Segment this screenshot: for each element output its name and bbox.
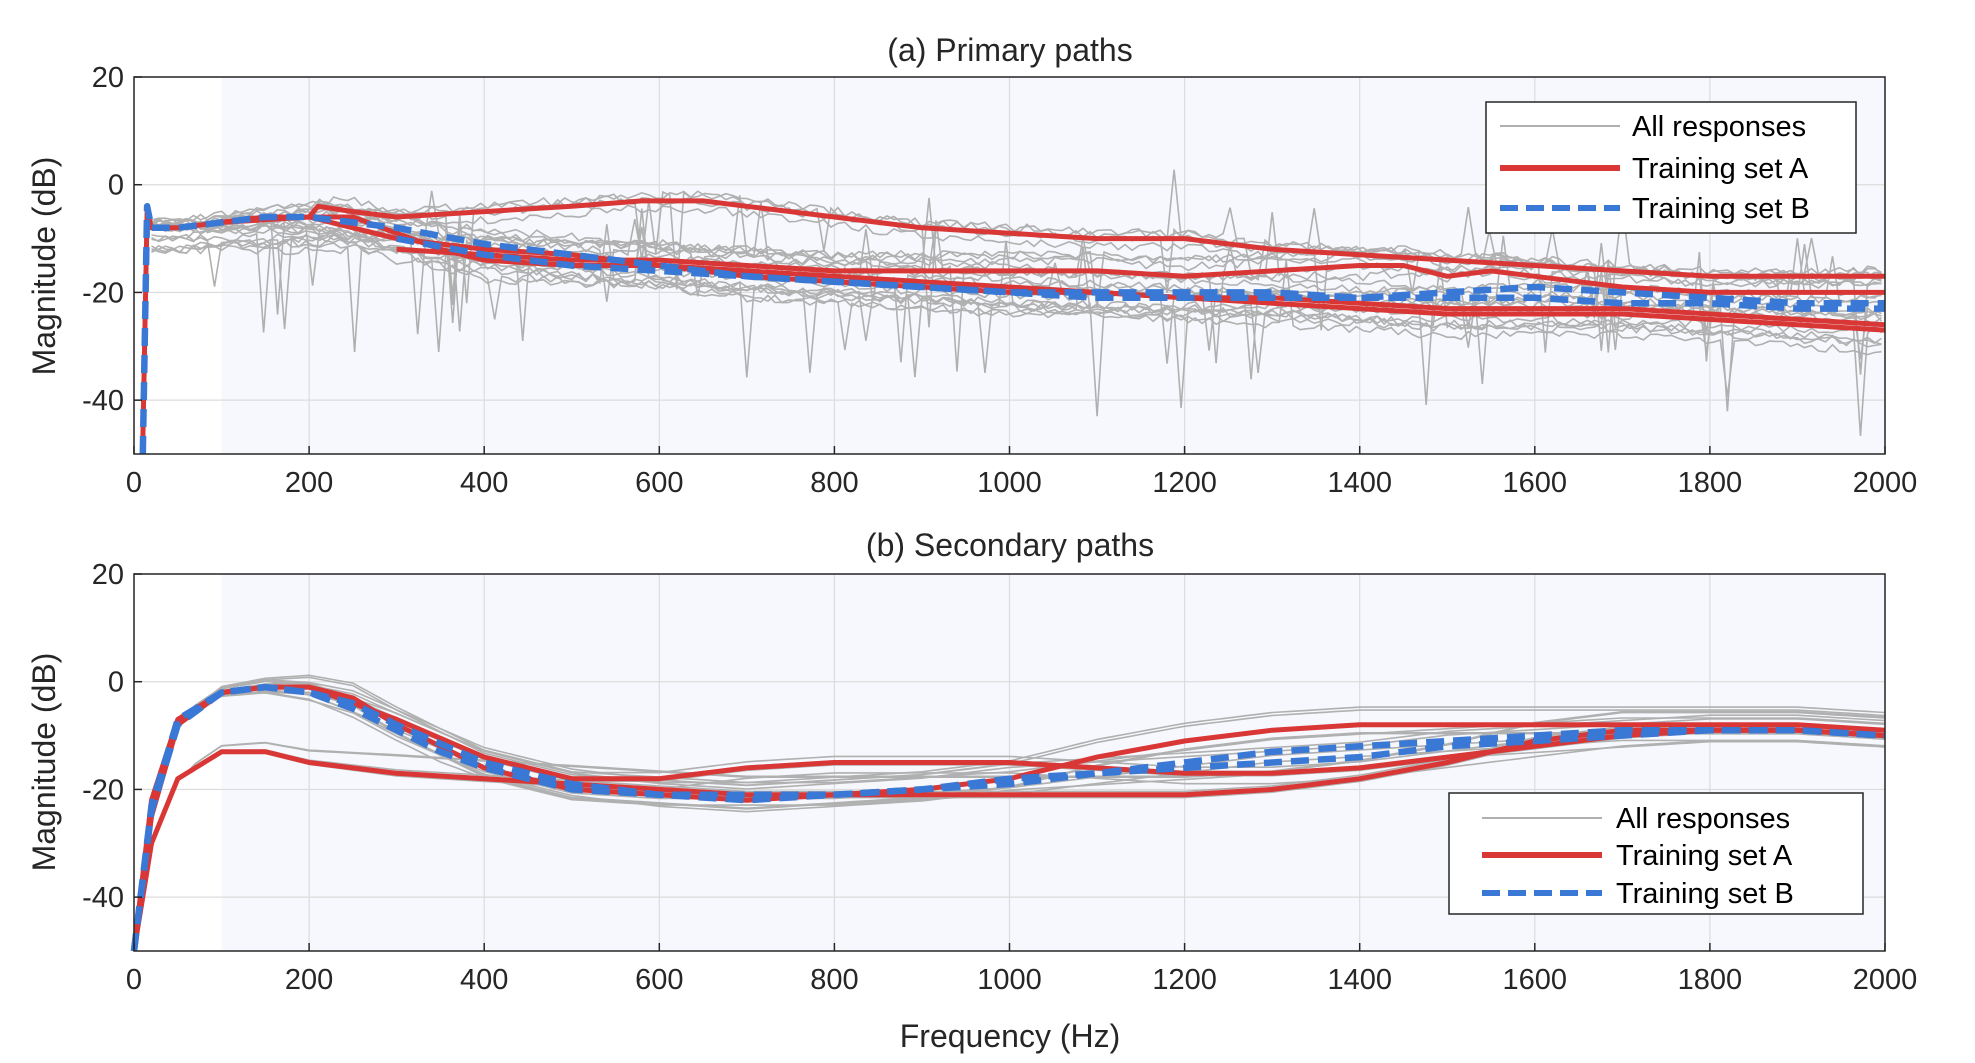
x-tick-label: 400 — [460, 964, 508, 996]
panel-a-x-ticks: 0 200 400 600 800 1000 1200 1400 1600 1800 2000 — [126, 446, 1917, 499]
legend-b-all-responses-label: All responses — [1616, 803, 1790, 835]
panel-a-y-ticks: 20 0 -20 -40 — [82, 62, 142, 417]
x-tick-label: 1400 — [1327, 964, 1392, 996]
all-responses-line — [151, 222, 1883, 436]
panel-b-x-ticks: 0 200 400 600 800 1000 1200 1400 1600 1800 2000 — [126, 943, 1917, 996]
training-set-b-line — [130, 683, 1886, 952]
x-axis-label: Frequency (Hz) — [900, 1018, 1121, 1054]
x-tick-label: 200 — [285, 964, 333, 996]
x-tick-label: 1800 — [1678, 467, 1743, 499]
all-responses-line — [151, 217, 1882, 378]
x-tick-label: 200 — [285, 467, 333, 499]
panel-a-training-series — [139, 198, 1886, 455]
x-tick-label: 600 — [635, 964, 683, 996]
x-tick-label: 1200 — [1152, 964, 1217, 996]
training-set-b-line — [396, 235, 1885, 307]
all-responses-line — [151, 221, 1882, 397]
legend-a-training-b-label: Training set B — [1632, 193, 1810, 225]
x-tick-label: 1000 — [977, 467, 1042, 499]
x-tick-label: 1800 — [1678, 964, 1743, 996]
y-tick-label: -20 — [82, 774, 124, 806]
x-tick-label: 800 — [810, 964, 858, 996]
legend-a-training-a-label: Training set A — [1632, 153, 1809, 185]
legend-b-training-a-label: Training set A — [1616, 840, 1793, 872]
y-tick-label: 20 — [92, 559, 124, 591]
legend-a-all-responses-label: All responses — [1632, 111, 1806, 143]
y-tick-label: -40 — [82, 385, 124, 417]
x-tick-label: 400 — [460, 467, 508, 499]
x-tick-label: 1400 — [1327, 467, 1392, 499]
all-responses-line — [150, 229, 1883, 334]
x-tick-label: 2000 — [1853, 467, 1918, 499]
y-tick-label: 0 — [108, 170, 124, 202]
y-tick-label: 20 — [92, 62, 124, 94]
y-tick-label: -40 — [82, 882, 124, 914]
x-tick-label: 0 — [126, 467, 142, 499]
panel-b-training-series — [130, 683, 1886, 952]
panel-b-y-ticks: 20 0 -20 -40 — [82, 559, 142, 914]
x-tick-label: 800 — [810, 467, 858, 499]
x-tick-label: 1600 — [1503, 964, 1568, 996]
all-responses-line — [151, 204, 1882, 289]
legend-b-training-b-label: Training set B — [1616, 878, 1794, 910]
panel-a-title: (a) Primary paths — [887, 32, 1132, 68]
x-tick-label: 0 — [126, 964, 142, 996]
y-tick-label: 0 — [108, 667, 124, 699]
x-tick-label: 2000 — [1853, 964, 1918, 996]
x-tick-label: 600 — [635, 467, 683, 499]
x-tick-label: 1600 — [1503, 467, 1568, 499]
panel-a-y-axis-label: Magnitude (dB) — [26, 157, 62, 376]
panel-b-y-axis-label: Magnitude (dB) — [26, 653, 62, 872]
x-tick-label: 1200 — [1152, 467, 1217, 499]
panel-b-title: (b) Secondary paths — [866, 527, 1154, 563]
panel-primary-paths: (a) Primary paths 0 200 400 600 800 1000 1200 1… — [26, 32, 1917, 499]
panel-secondary-paths: (b) Secondary paths 0 200 400 600 800 1000 120… — [26, 527, 1917, 996]
y-tick-label: -20 — [82, 277, 124, 309]
panel-b-legend: All responses Training set A Training se… — [1448, 792, 1864, 915]
x-tick-label: 1000 — [977, 964, 1042, 996]
panel-a-legend: All responses Training set A Training se… — [1485, 101, 1857, 234]
training-set-a-line — [396, 246, 1885, 295]
